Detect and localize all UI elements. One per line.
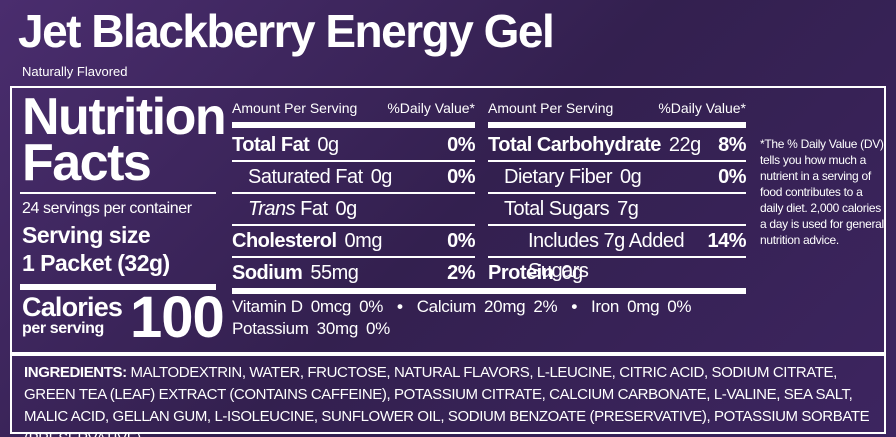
nutrient-row: Protein 0g: [488, 258, 746, 288]
nutrient-row: Cholesterol 0mg 0%: [232, 226, 475, 258]
vitamin-amount: 20mg: [484, 297, 526, 316]
calories-sub: per serving: [22, 320, 104, 337]
nutrient-dv: 0%: [447, 166, 475, 188]
heading: Nutrition: [22, 88, 227, 146]
nutrient-name: Sodium: [232, 262, 303, 284]
nutrient-dv: 8%: [718, 134, 746, 156]
rule: [20, 192, 216, 194]
nutrient-amount: 7g: [617, 198, 639, 220]
vitamin-dv: 2%: [533, 297, 558, 316]
nutrient-row: Dietary Fiber 0g 0%: [488, 162, 746, 194]
nutrient-name: Total Carbohydrate: [488, 134, 661, 156]
nutrient-amount: 0mg: [344, 230, 383, 252]
nutrient-name-italic: Trans: [248, 198, 296, 220]
nutrient-row: Total Sugars 7g: [488, 194, 746, 226]
header-dv: %Daily Value*: [658, 100, 746, 116]
nutrient-dv: 14%: [707, 230, 746, 252]
header-amount: Amount Per Serving: [232, 100, 358, 116]
header-amount: Amount Per Serving: [488, 100, 614, 116]
vitamin-dv: 0%: [359, 297, 384, 316]
vitamin-line: Vitamin D 0mcg 0% • Calcium 20mg 2% • Iron 0mg 0%: [232, 297, 699, 317]
left-table: Amount Per Serving %Daily Value* Total Fat…: [232, 100, 475, 288]
vitamin-amount: 0mg: [627, 297, 660, 316]
nutrient-amount: 22g: [668, 134, 701, 156]
bullet: •: [571, 297, 577, 316]
vitamin-dv: 0%: [667, 297, 692, 316]
subtitle: Naturally Flavored: [22, 64, 128, 79]
nutrient-dv: 0%: [447, 134, 475, 156]
nutrient-row: Trans Fat 0g: [232, 194, 475, 226]
ingredients-box: INGREDIENTS: MALTODEXTRIN, WATER, FRUCTO…: [10, 354, 886, 437]
nutrient-amount: 0g: [370, 166, 393, 188]
ingredients: INGREDIENTS: MALTODEXTRIN, WATER, FRUCTO…: [24, 362, 874, 437]
nutrient-row: Sodium 55mg 2%: [232, 258, 475, 288]
servings: 24 servings per container: [22, 200, 192, 217]
vitamin-name: Iron: [590, 297, 620, 316]
nutrient-dv: 0%: [718, 166, 746, 188]
nutrient-name: Includes 7g Added Sugars: [528, 230, 685, 282]
nutrient-name: Total Fat: [232, 134, 310, 156]
nutrient-name: Saturated Fat: [248, 166, 363, 188]
bullet: •: [397, 297, 403, 316]
nutrient-name: Dietary Fiber: [504, 166, 612, 188]
vitamin-line: Potassium 30mg 0%: [232, 319, 398, 339]
footnote: *The % Daily Value (DV) tells you how mu…: [760, 137, 884, 247]
rule: [488, 122, 746, 128]
vitamin-amount: 30mg: [316, 319, 359, 338]
vitamin-amount: 0mcg: [310, 297, 352, 316]
nutrient-amount: 0g: [317, 134, 339, 156]
heading: Facts: [22, 134, 152, 192]
nutrient-row: Total Fat 0g 0%: [232, 130, 475, 162]
table-header: Amount Per Serving %Daily Value*: [488, 100, 746, 122]
nutrient-name: Protein: [488, 262, 554, 284]
vitamin-dv: 0%: [366, 319, 390, 338]
nutrient-row: Total Carbohydrate 22g 8%: [488, 130, 746, 162]
nutrient-amount: 0g: [335, 198, 358, 220]
nutrient-amount: 55mg: [310, 262, 359, 284]
calories: 100: [130, 285, 225, 350]
vitamin-name: Calcium: [416, 297, 477, 316]
nutrient-row: Saturated Fat 0g 0%: [232, 162, 475, 194]
right-table: Amount Per Serving %Daily Value* Total Car…: [488, 100, 746, 288]
nutrient-name: Total Sugars: [504, 198, 610, 220]
header-dv: %Daily Value*: [387, 100, 475, 116]
nutrient-dv: 0%: [447, 230, 475, 252]
nutrient-row: Includes 7g Added Sugars 14%: [488, 226, 746, 282]
nutrient-amount: 0g: [619, 166, 642, 188]
serving-size: 1 Packet (32g): [22, 250, 170, 276]
nutrient-dv: 2%: [447, 262, 475, 284]
serving-size-label: Serving size: [22, 222, 151, 248]
title: Jet Blackberry Energy Gel: [18, 5, 555, 57]
nutrient-name: Cholesterol: [232, 230, 337, 252]
rule: [232, 122, 475, 128]
calories-label: Calories: [22, 292, 123, 322]
table-header: Amount Per Serving %Daily Value*: [232, 100, 475, 122]
nutrient-amount: 0g: [561, 262, 583, 284]
nutrient-name: Fat: [300, 198, 328, 220]
ingredients-text: MALTODEXTRIN, WATER, FRUCTOSE, NATURAL F…: [24, 364, 870, 437]
ingredients-label: INGREDIENTS:: [24, 364, 127, 381]
rule: [232, 288, 746, 294]
facts-box: Nutrition Facts 24 servings per containe…: [10, 86, 886, 354]
vitamin-name: Potassium: [232, 319, 309, 338]
vitamin-name: Vitamin D: [232, 297, 303, 316]
rule: [20, 284, 216, 290]
